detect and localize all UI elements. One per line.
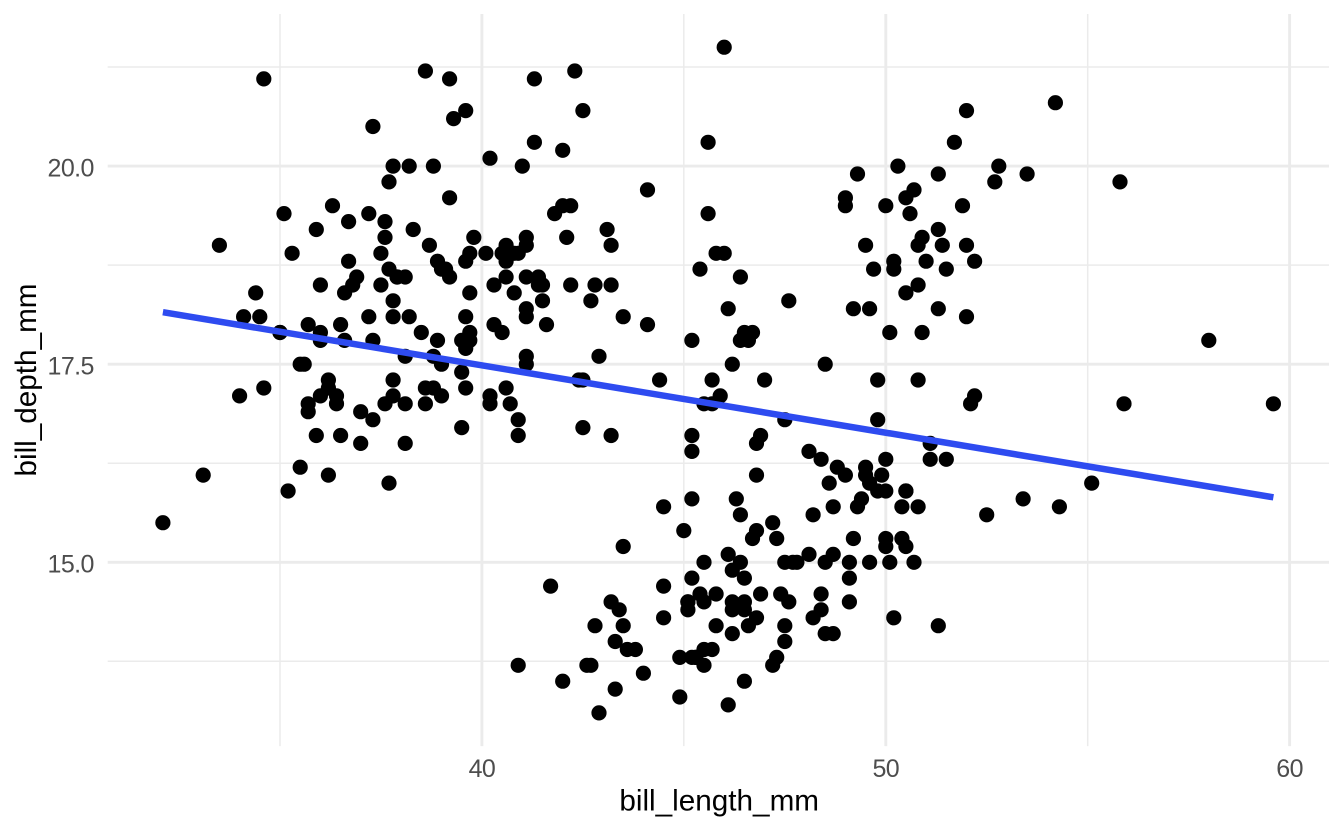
svg-text:15.0: 15.0 [48,551,94,579]
svg-text:20.0: 20.0 [48,154,94,182]
svg-text:40: 40 [469,755,496,783]
svg-text:bill_length_mm: bill_length_mm [619,784,819,817]
svg-text:bill_depth_mm: bill_depth_mm [10,283,43,476]
svg-text:50: 50 [872,755,899,783]
svg-text:60: 60 [1276,755,1303,783]
svg-text:17.5: 17.5 [48,353,94,381]
